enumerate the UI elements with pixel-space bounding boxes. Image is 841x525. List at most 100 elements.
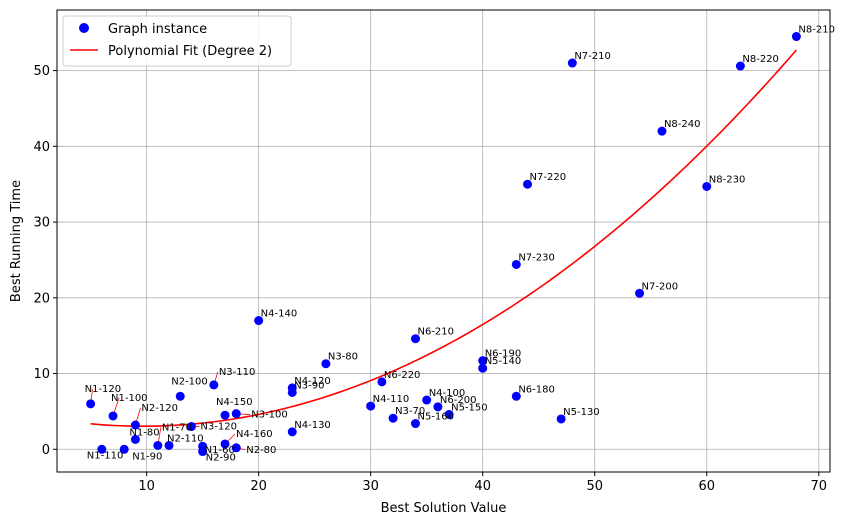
plot-frame	[56, 9, 831, 473]
legend-box	[62, 15, 292, 67]
data-point-n6-210	[410, 334, 420, 344]
point-label-n1-110: N1-110	[87, 450, 124, 461]
point-label-n7-220: N7-220	[530, 172, 567, 183]
y-tick-label-0: 0	[42, 443, 50, 458]
point-label-n4-140: N4-140	[261, 309, 298, 320]
x-tick-label-20: 20	[250, 479, 267, 494]
fit-line-group	[90, 49, 797, 428]
data-point-n4-110	[366, 401, 376, 411]
data-point-n5-130	[556, 414, 566, 424]
data-point-n5-140	[478, 363, 488, 373]
point-label-n2-90: N2-90	[206, 453, 236, 464]
data-point-n4-130	[287, 427, 297, 437]
point-label-n3-90: N3-90	[294, 380, 324, 391]
data-point-n3-70	[388, 413, 398, 423]
point-label-n3-120: N3-120	[200, 422, 237, 433]
point-label-n1-100: N1-100	[111, 393, 148, 404]
data-point-n2-110	[164, 440, 174, 450]
legend-label-polynomial-fit: Polynomial Fit (Degree 2)	[108, 44, 272, 59]
x-axis-label: Best Solution Value	[381, 501, 507, 516]
y-tick-label-40: 40	[33, 140, 50, 155]
data-point-n2-120	[130, 420, 140, 430]
data-point-n6-190	[478, 356, 488, 366]
point-label-n6-200: N6-200	[440, 395, 477, 406]
x-tick-label-50: 50	[586, 479, 603, 494]
data-point-n5-150	[444, 409, 454, 419]
point-label-n1-80: N1-80	[129, 427, 159, 438]
data-point-n6-200	[433, 402, 443, 412]
legend-scatter-marker	[79, 23, 89, 33]
x-tick-label-30: 30	[362, 479, 379, 494]
point-label-n3-100: N3-100	[251, 410, 288, 421]
data-point-n7-230	[511, 259, 521, 269]
data-point-n7-210	[567, 58, 577, 68]
y-axis-label: Best Running Time	[9, 180, 24, 302]
data-point-n4-100	[422, 395, 432, 405]
data-point-n3-100	[231, 409, 241, 419]
data-point-n4-140	[254, 316, 264, 326]
point-label-n8-240: N8-240	[664, 119, 701, 130]
point-label-n4-160: N4-160	[236, 429, 273, 440]
data-point-n8-230	[702, 181, 712, 191]
point-label-n6-190: N6-190	[485, 349, 522, 360]
data-point-n3-90	[287, 387, 297, 397]
x-tick-label-70: 70	[811, 479, 828, 494]
y-axis-ticks: 0 10 20 30 40 50	[33, 64, 57, 458]
point-label-n2-80: N2-80	[246, 445, 276, 456]
y-tick-label-10: 10	[33, 367, 50, 382]
point-label-n7-230: N7-230	[518, 252, 555, 263]
point-label-n1-120: N1-120	[85, 384, 122, 395]
point-label-n8-220: N8-220	[742, 54, 779, 65]
data-point-n7-200	[635, 288, 645, 298]
data-point-n1-100	[108, 411, 118, 421]
data-point-n3-120	[186, 422, 196, 432]
point-label-n2-100: N2-100	[171, 376, 208, 387]
data-point-n8-210	[791, 32, 801, 42]
point-label-n1-90: N1-90	[132, 451, 162, 462]
point-label-n6-210: N6-210	[417, 327, 454, 338]
data-point-n1-90	[119, 444, 129, 454]
data-points	[86, 32, 801, 457]
point-label-n4-100: N4-100	[429, 388, 466, 399]
data-point-n1-80	[130, 434, 140, 444]
point-label-n5-150: N5-150	[451, 402, 488, 413]
data-point-n3-110	[209, 380, 219, 390]
data-point-n1-70	[153, 440, 163, 450]
point-label-n4-150: N4-150	[216, 397, 253, 408]
data-point-n4-160	[220, 439, 230, 449]
data-point-n1-120	[86, 399, 96, 409]
point-label-n2-120: N2-120	[141, 403, 178, 414]
polynomial-fit-line	[90, 49, 797, 428]
point-labels: N8-210 N7-210 N8-220 N8-240 N7-220 N8-230 N7-2…	[85, 25, 835, 464]
point-label-n3-70: N3-70	[395, 406, 425, 417]
legend-label-graph-instance: Graph instance	[108, 22, 207, 37]
y-tick-label-20: 20	[33, 291, 50, 306]
x-tick-label-10: 10	[138, 479, 155, 494]
point-label-n3-110: N3-110	[219, 367, 256, 378]
x-tick-label-60: 60	[698, 479, 715, 494]
x-axis-ticks: 10 20 30 40 50 60 70	[138, 472, 827, 494]
point-label-n1-70: N1-70	[162, 422, 192, 433]
data-point-n6-180	[511, 391, 521, 401]
data-point-n7-220	[523, 179, 533, 189]
point-label-n3-80: N3-80	[328, 352, 358, 363]
point-label-n7-200: N7-200	[642, 281, 679, 292]
data-point-n8-220	[735, 61, 745, 71]
data-point-n8-240	[657, 126, 667, 136]
data-point-n5-160	[410, 419, 420, 429]
point-label-n5-160: N5-160	[417, 412, 454, 423]
point-label-n6-180: N6-180	[518, 384, 555, 395]
y-tick-label-30: 30	[33, 216, 50, 231]
point-label-n8-210: N8-210	[798, 25, 835, 36]
x-tick-label-40: 40	[474, 479, 491, 494]
data-point-n2-90	[198, 447, 208, 457]
y-tick-label-50: 50	[33, 64, 50, 79]
point-label-n2-110: N2-110	[167, 433, 204, 444]
point-label-n6-220: N6-220	[384, 370, 421, 381]
grid-lines	[57, 10, 830, 472]
legend: Graph instance Polynomial Fit (Degree 2)	[62, 15, 292, 67]
point-label-n4-110: N4-110	[373, 394, 410, 405]
point-label-n5-140: N5-140	[485, 356, 522, 367]
